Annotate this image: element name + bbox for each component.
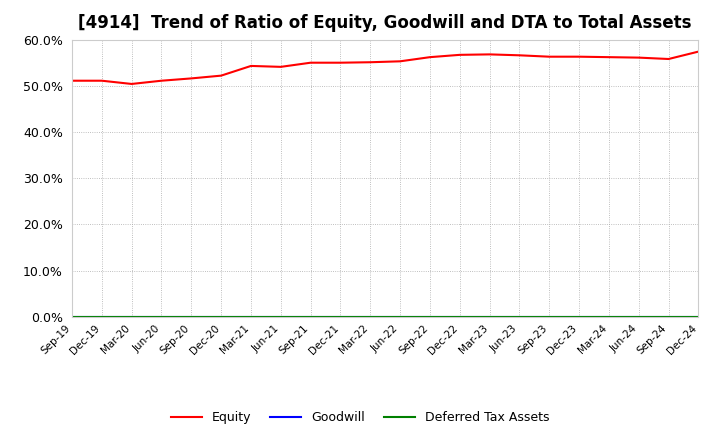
Goodwill [306, 314, 315, 319]
Deferred Tax Assets [605, 314, 613, 319]
Equity [485, 52, 494, 57]
Line: Equity: Equity [72, 51, 698, 84]
Equity [68, 78, 76, 83]
Equity [97, 78, 106, 83]
Equity [634, 55, 643, 60]
Deferred Tax Assets [336, 314, 345, 319]
Deferred Tax Assets [97, 314, 106, 319]
Equity [157, 78, 166, 83]
Deferred Tax Assets [665, 314, 673, 319]
Goodwill [336, 314, 345, 319]
Goodwill [575, 314, 583, 319]
Equity [605, 55, 613, 60]
Equity [426, 55, 434, 60]
Goodwill [187, 314, 196, 319]
Goodwill [68, 314, 76, 319]
Goodwill [545, 314, 554, 319]
Equity [665, 56, 673, 62]
Title: [4914]  Trend of Ratio of Equity, Goodwill and DTA to Total Assets: [4914] Trend of Ratio of Equity, Goodwil… [78, 15, 692, 33]
Equity [545, 54, 554, 59]
Deferred Tax Assets [545, 314, 554, 319]
Goodwill [515, 314, 523, 319]
Deferred Tax Assets [396, 314, 405, 319]
Goodwill [456, 314, 464, 319]
Deferred Tax Assets [306, 314, 315, 319]
Deferred Tax Assets [515, 314, 523, 319]
Deferred Tax Assets [694, 314, 703, 319]
Deferred Tax Assets [217, 314, 225, 319]
Goodwill [396, 314, 405, 319]
Deferred Tax Assets [157, 314, 166, 319]
Equity [247, 63, 256, 69]
Equity [306, 60, 315, 65]
Deferred Tax Assets [276, 314, 285, 319]
Goodwill [605, 314, 613, 319]
Deferred Tax Assets [575, 314, 583, 319]
Deferred Tax Assets [247, 314, 256, 319]
Goodwill [485, 314, 494, 319]
Goodwill [127, 314, 136, 319]
Deferred Tax Assets [68, 314, 76, 319]
Deferred Tax Assets [366, 314, 374, 319]
Goodwill [426, 314, 434, 319]
Equity [694, 49, 703, 54]
Goodwill [247, 314, 256, 319]
Goodwill [366, 314, 374, 319]
Equity [515, 53, 523, 58]
Equity [396, 59, 405, 64]
Goodwill [217, 314, 225, 319]
Deferred Tax Assets [127, 314, 136, 319]
Equity [366, 59, 374, 65]
Deferred Tax Assets [426, 314, 434, 319]
Equity [187, 76, 196, 81]
Goodwill [157, 314, 166, 319]
Equity [217, 73, 225, 78]
Goodwill [276, 314, 285, 319]
Equity [336, 60, 345, 65]
Deferred Tax Assets [485, 314, 494, 319]
Goodwill [665, 314, 673, 319]
Equity [456, 52, 464, 58]
Goodwill [694, 314, 703, 319]
Equity [276, 64, 285, 70]
Goodwill [634, 314, 643, 319]
Deferred Tax Assets [456, 314, 464, 319]
Deferred Tax Assets [187, 314, 196, 319]
Deferred Tax Assets [634, 314, 643, 319]
Legend: Equity, Goodwill, Deferred Tax Assets: Equity, Goodwill, Deferred Tax Assets [166, 407, 554, 429]
Equity [127, 81, 136, 87]
Equity [575, 54, 583, 59]
Goodwill [97, 314, 106, 319]
